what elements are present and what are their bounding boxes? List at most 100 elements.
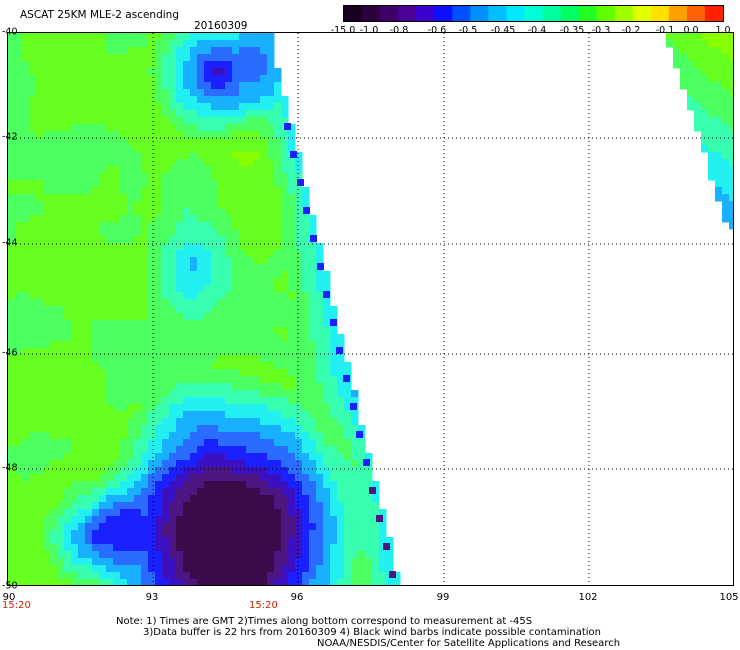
wind-cell — [120, 103, 128, 111]
wind-cell — [253, 61, 261, 69]
wind-cell — [225, 383, 233, 391]
wind-cell — [218, 173, 226, 181]
wind-cell — [106, 369, 114, 377]
wind-cell — [183, 257, 191, 265]
wind-cell — [274, 285, 282, 293]
wind-cell — [701, 96, 709, 104]
wind-cell — [78, 243, 86, 251]
wind-cell — [729, 124, 733, 132]
wind-cell — [197, 103, 205, 111]
wind-cell — [8, 271, 16, 279]
wind-cell — [267, 187, 275, 195]
wind-cell — [43, 411, 51, 419]
colorbar-segment — [380, 6, 399, 21]
wind-cell — [694, 89, 702, 97]
wind-cell — [92, 229, 100, 237]
wind-cell — [204, 194, 212, 202]
wind-cell — [8, 96, 16, 104]
wind-cell — [183, 250, 191, 258]
wind-cell — [232, 285, 240, 293]
colorbar-segment — [560, 6, 580, 21]
wind-cell — [260, 96, 268, 104]
wind-cell — [225, 425, 233, 433]
wind-cell — [50, 341, 58, 349]
wind-cell — [176, 131, 184, 139]
wind-cell — [211, 523, 219, 531]
wind-cell — [246, 306, 254, 314]
wind-cell — [64, 460, 72, 468]
wind-cell — [197, 530, 205, 538]
wind-cell — [190, 334, 198, 342]
wind-cell — [274, 166, 282, 174]
wind-cell — [197, 278, 205, 286]
wind-cell — [106, 215, 114, 223]
wind-cell — [309, 348, 317, 356]
wind-cell — [162, 432, 170, 440]
wind-cell — [232, 348, 240, 356]
wind-cell — [99, 432, 107, 440]
wind-cell — [232, 544, 240, 552]
wind-cell — [204, 397, 212, 405]
wind-cell — [197, 460, 205, 468]
wind-cell — [323, 341, 331, 349]
wind-cell — [211, 306, 219, 314]
wind-cell — [225, 180, 233, 188]
wind-cell — [694, 96, 702, 104]
wind-cell — [316, 383, 324, 391]
wind-cell — [337, 474, 345, 482]
wind-cell — [274, 131, 282, 139]
wind-cell — [197, 187, 205, 195]
wind-cell — [78, 418, 86, 426]
wind-cell — [204, 117, 212, 125]
wind-cell — [148, 159, 156, 167]
wind-cell — [204, 390, 212, 398]
wind-cell — [162, 96, 170, 104]
wind-cell — [155, 257, 163, 265]
wind-cell — [64, 488, 72, 496]
wind-cell — [722, 208, 730, 216]
wind-cell — [92, 257, 100, 265]
wind-cell — [239, 439, 247, 447]
wind-cell — [22, 40, 30, 48]
wind-cell — [120, 474, 128, 482]
wind-cell — [176, 390, 184, 398]
wind-cell — [148, 243, 156, 251]
wind-cell — [71, 362, 79, 370]
wind-cell — [281, 362, 289, 370]
wind-cell — [218, 397, 226, 405]
wind-cell — [204, 369, 212, 377]
wind-cell — [232, 488, 240, 496]
wind-cell — [99, 299, 107, 307]
wind-cell — [99, 159, 107, 167]
wind-cell — [169, 579, 177, 585]
wind-cell — [50, 432, 58, 440]
wind-cell — [43, 299, 51, 307]
wind-cell — [253, 250, 261, 258]
wind-cell — [57, 222, 65, 230]
wind-cell — [176, 383, 184, 391]
wind-cell — [225, 215, 233, 223]
wind-cell — [295, 544, 303, 552]
wind-cell — [176, 47, 184, 55]
wind-cell — [309, 453, 317, 461]
wind-cell — [260, 264, 268, 272]
wind-cell — [71, 341, 79, 349]
wind-cell — [155, 362, 163, 370]
wind-cell — [155, 40, 163, 48]
wind-cell — [232, 208, 240, 216]
wind-cell — [15, 271, 23, 279]
wind-cell — [176, 509, 184, 517]
wind-cell — [64, 159, 72, 167]
wind-cell — [253, 502, 261, 510]
wind-cell — [29, 54, 37, 62]
wind-cell — [239, 33, 247, 41]
wind-cell — [302, 376, 310, 384]
wind-cell — [78, 103, 86, 111]
wind-cell — [50, 523, 58, 531]
wind-cell — [64, 285, 72, 293]
wind-cell — [218, 558, 226, 566]
wind-cell — [99, 292, 107, 300]
wind-cell — [337, 509, 345, 517]
wind-cell — [78, 397, 86, 405]
wind-cell — [64, 418, 72, 426]
